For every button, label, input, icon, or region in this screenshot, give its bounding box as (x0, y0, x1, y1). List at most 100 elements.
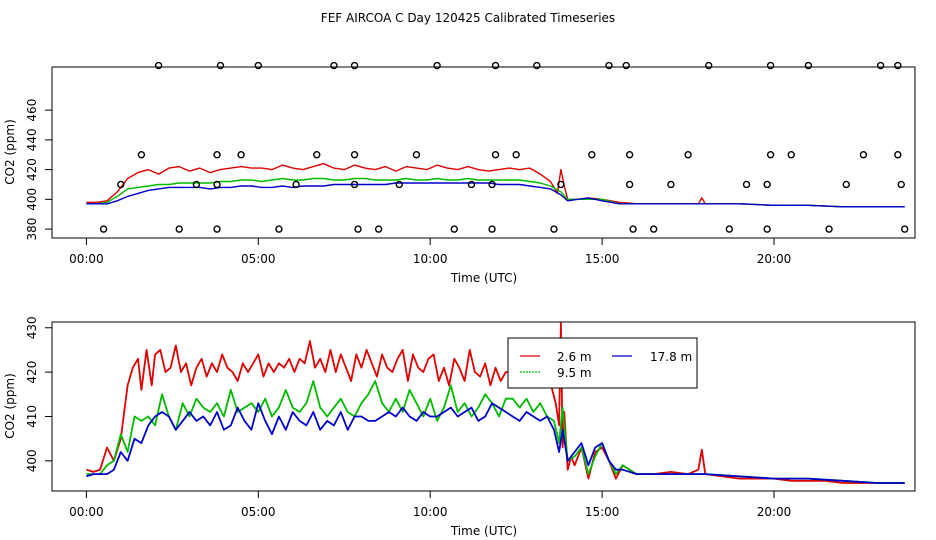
marker-point (237, 151, 245, 159)
marker-point (350, 180, 359, 189)
y-tick-label: 460 (25, 99, 39, 122)
marker-point (622, 61, 630, 70)
marker-point (900, 225, 909, 233)
marker-point (350, 151, 359, 159)
plot-area (86, 322, 905, 484)
marker-point (254, 61, 262, 70)
marker-point (137, 151, 146, 159)
marker-point (450, 225, 458, 233)
plot-area (86, 61, 909, 233)
marker-point (588, 151, 596, 159)
y-tick-label: 380 (25, 218, 39, 241)
y-tick-label: 400 (25, 188, 39, 211)
legend-label-2.6m: 2.6 m (557, 350, 592, 364)
series-00bb00-line (86, 177, 905, 208)
y-tick-label: 410 (25, 405, 39, 428)
y-tick-label: 440 (25, 128, 39, 151)
x-ticks: 00:00 05:00 10:00 15:00 20:00 (69, 238, 791, 266)
marker-point (216, 61, 225, 70)
y-tick-label: 420 (25, 158, 39, 181)
marker-point (154, 61, 163, 70)
series-0000cc-line (86, 182, 905, 208)
marker-point (533, 61, 541, 70)
y-tick-label: 420 (25, 361, 39, 384)
x-axis-label: Time (UTC) (450, 524, 517, 538)
marker-point (897, 180, 905, 189)
marker-point (859, 151, 868, 159)
marker-point (192, 180, 201, 189)
marker-point (275, 225, 283, 233)
x-tick-label: 10:00 (413, 252, 448, 266)
marker-point (629, 225, 637, 233)
marker-point (649, 225, 658, 233)
marker-point (488, 225, 496, 233)
marker-point (625, 180, 634, 189)
figure-title: FEF AIRCOA C Day 120425 Calibrated Times… (321, 11, 615, 25)
marker-point (491, 151, 500, 159)
x-axis: 00:00 05:00 10:00 15:00 20:00 Time (UTC) (69, 490, 791, 538)
marker-point (395, 180, 403, 189)
marker-point (876, 61, 885, 70)
marker-point (175, 225, 183, 233)
legend-label-9.5m: 9.5 m (557, 366, 592, 380)
y-axis: 380 400 420 440 460 CO2 (ppm) (3, 99, 53, 241)
marker-point (117, 180, 125, 189)
series-e00000-line (86, 162, 905, 208)
marker-point (894, 151, 902, 159)
marker-point (605, 61, 613, 70)
marker-point (99, 225, 108, 233)
y-ticks: 400 410 420 430 (25, 316, 53, 472)
marker-point (787, 151, 795, 159)
x-tick-label: 05:00 (241, 252, 276, 266)
marker-point (725, 225, 734, 233)
marker-point (825, 225, 833, 233)
marker-point (292, 180, 300, 189)
series-17.8m-line (86, 402, 905, 484)
marker-point (763, 225, 771, 233)
x-axis-label: Time (UTC) (450, 271, 517, 285)
series-2.6m-line (86, 322, 905, 484)
marker-point (412, 151, 421, 159)
marker-point (330, 61, 338, 70)
marker-point (550, 225, 558, 233)
y-axis-label: CO2 (ppm) (3, 119, 17, 185)
x-tick-label: 10:00 (413, 505, 448, 519)
x-tick-label: 15:00 (585, 252, 620, 266)
marker-point (213, 151, 221, 159)
x-ticks: 00:00 05:00 10:00 15:00 20:00 (69, 491, 791, 519)
marker-point (763, 180, 771, 189)
marker-point (354, 225, 362, 233)
marker-point (467, 180, 476, 189)
x-tick-label: 15:00 (585, 505, 620, 519)
marker-point (433, 61, 441, 70)
legend: 2.6 m 9.5 m 17.8 m (507, 337, 698, 389)
y-tick-label: 430 (25, 316, 39, 339)
marker-point (488, 180, 496, 189)
x-tick-label: 20:00 (757, 505, 792, 519)
x-tick-label: 00:00 (69, 252, 104, 266)
x-tick-label: 20:00 (757, 252, 792, 266)
y-tick-label: 400 (25, 449, 39, 472)
marker-point (557, 180, 565, 189)
marker-point (894, 61, 902, 70)
marker-point (766, 151, 775, 159)
marker-point (512, 151, 520, 159)
y-axis-label: CO2 (ppm) (3, 373, 17, 439)
marker-point (667, 180, 675, 189)
x-axis: 00:00 05:00 10:00 15:00 20:00 Time (UTC) (69, 237, 791, 285)
sample-markers (99, 61, 909, 233)
marker-point (705, 61, 713, 70)
x-tick-label: 05:00 (241, 505, 276, 519)
marker-point (213, 180, 221, 189)
marker-point (350, 61, 359, 70)
series-9.5m-line (86, 380, 905, 484)
legend-label-17.8m: 17.8 m (650, 350, 692, 364)
marker-point (804, 61, 813, 70)
marker-point (742, 180, 751, 189)
y-axis: 400 410 420 430 CO2 (ppm) (3, 316, 53, 472)
y-ticks: 380 400 420 440 460 (25, 99, 53, 241)
legend-box (507, 337, 698, 389)
marker-point (684, 151, 692, 159)
panel-bottom: 00:00 05:00 10:00 15:00 20:00 Time (UTC) 400… (3, 316, 916, 538)
